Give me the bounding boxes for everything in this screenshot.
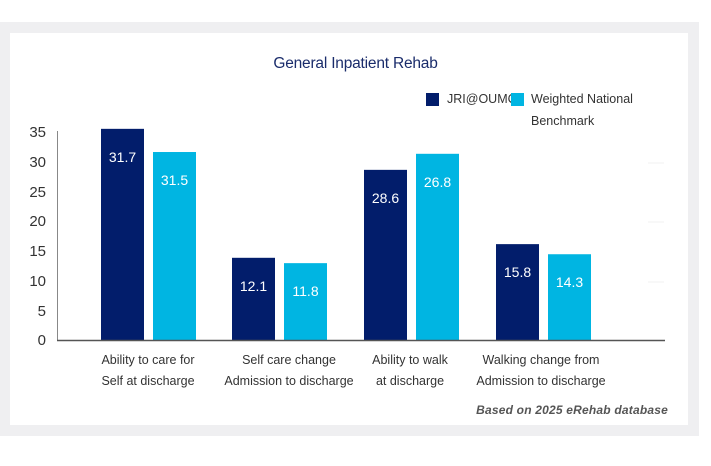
bar-jri-0 (101, 128, 144, 341)
bar-value-label: 14.3 (556, 274, 583, 290)
footnote: Based on 2025 eRehab database (476, 403, 668, 417)
x-category-label: Walking change from Admission to dischar… (461, 350, 621, 392)
bar-value-label: 31.7 (109, 149, 136, 165)
x-label-line: Admission to discharge (476, 374, 606, 388)
bar-jri-1 (232, 257, 275, 341)
bar-benchmark-3 (548, 254, 591, 341)
x-label-line: Self at discharge (101, 374, 195, 388)
y-tick-label: 10 (29, 273, 46, 290)
y-tick-label: 5 (37, 303, 46, 320)
y-tick-label: 20 (29, 213, 46, 230)
bar-jri-2 (364, 169, 407, 341)
x-label-line: Admission to discharge (224, 374, 354, 388)
bar-benchmark-0 (153, 152, 196, 341)
y-tick-label: 35 (29, 124, 46, 141)
legend-swatch-benchmark (511, 93, 524, 106)
x-label-line: Self care change (242, 353, 336, 367)
legend-label-jri: JRI@OUMC (447, 92, 517, 106)
x-label-line: Ability to care for (101, 353, 195, 367)
x-label-line: Ability to walk (372, 353, 448, 367)
x-label-line: at discharge (375, 374, 445, 388)
bar-benchmark-2 (416, 153, 459, 341)
legend-label-benchmark-line2: Benchmark (531, 114, 595, 128)
y-tick-label: 15 (29, 243, 46, 260)
y-tick-label: 30 (29, 154, 46, 171)
legend-swatch-jri (426, 93, 439, 106)
bar-value-label: 11.8 (292, 283, 318, 299)
y-tick-label: 0 (37, 332, 46, 349)
y-tick-label: 25 (29, 184, 46, 201)
x-category-label: Ability to walk at discharge (330, 350, 490, 392)
bar-value-label: 28.6 (372, 190, 399, 206)
bar-value-label: 26.8 (424, 174, 451, 190)
bar-value-label: 15.8 (504, 264, 531, 280)
bar-benchmark-1 (284, 263, 327, 341)
bar-value-label: 12.1 (240, 278, 267, 294)
chart-title: General Inpatient Rehab (273, 55, 438, 72)
bar-value-label: 31.5 (161, 172, 188, 188)
x-category-label: Ability to care for Self at discharge (68, 350, 228, 392)
bar-jri-3 (496, 244, 539, 341)
x-label-line: Walking change from (482, 353, 600, 367)
legend-label-benchmark-line1: Weighted National (531, 92, 633, 106)
x-category-label: Self care change Admission to discharge (209, 350, 369, 392)
